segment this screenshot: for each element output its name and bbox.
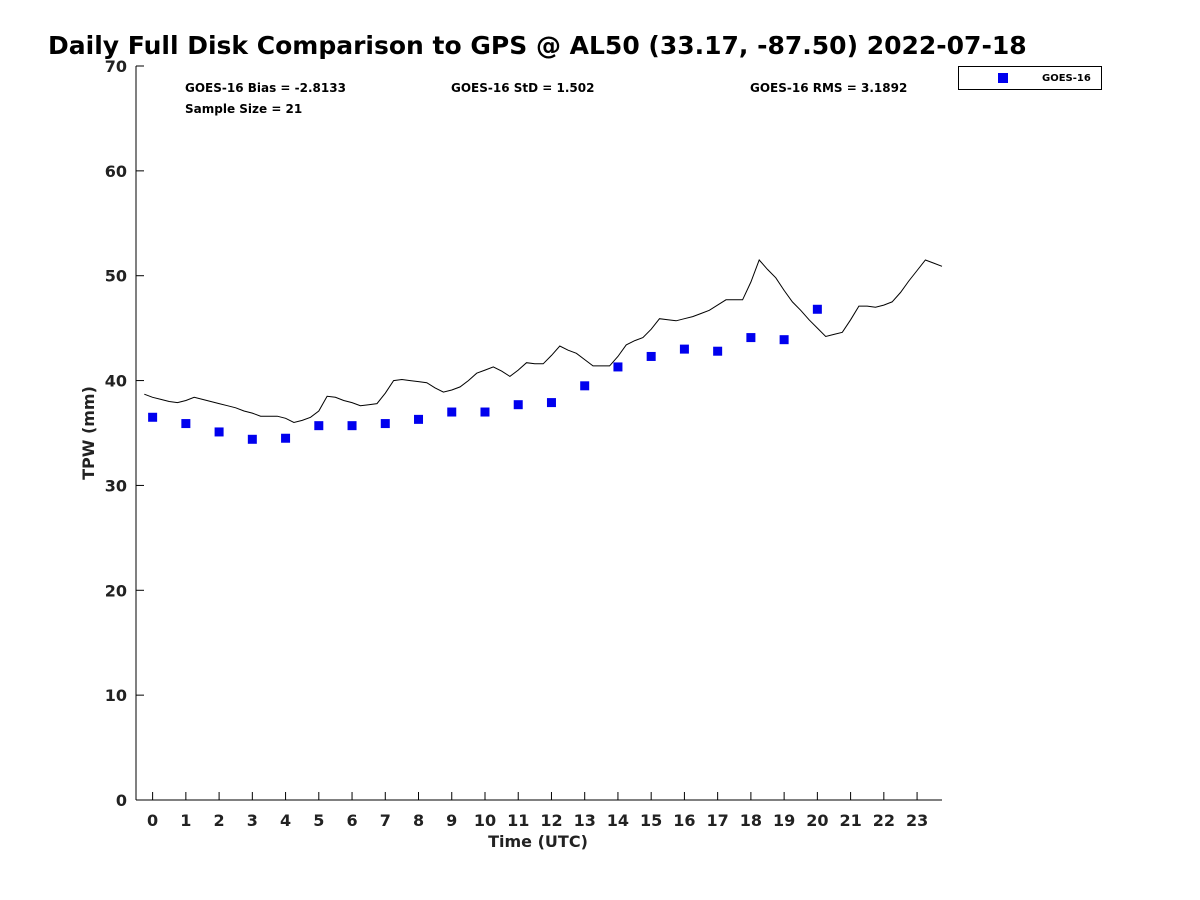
goes16-point [414,414,424,424]
x-tick-label: 19 [773,811,795,830]
x-tick-label: 20 [806,811,828,830]
legend-marker [998,73,1008,83]
x-tick-label: 8 [413,811,424,830]
legend-label-goes16: GOES-16 [1042,73,1091,84]
x-tick-label: 21 [839,811,861,830]
stat-bias: GOES-16 Bias = -2.8133 [185,81,346,95]
x-tick-label: 4 [280,811,291,830]
goes16-point [181,419,191,429]
x-tick-label: 23 [906,811,928,830]
gps-line [144,259,943,424]
x-tick-label: 22 [873,811,895,830]
goes16-point [812,304,822,314]
stat-std: GOES-16 StD = 1.502 [451,81,594,95]
x-tick-label: 12 [540,811,562,830]
goes16-point [314,421,324,431]
goes16-point [546,398,556,408]
x-tick-label: 3 [247,811,258,830]
y-tick-label: 60 [105,162,127,181]
y-axis-label: TPW (mm) [79,386,98,480]
goes16-point [679,344,689,354]
x-tick-label: 10 [474,811,496,830]
stat-rms: GOES-16 RMS = 3.1892 [750,81,907,95]
x-tick-label: 17 [707,811,729,830]
x-tick-label: 1 [180,811,191,830]
x-axis-label: Time (UTC) [488,832,588,851]
y-tick-label: 70 [105,57,127,76]
goes16-point [713,346,723,356]
x-tick-label: 9 [446,811,457,830]
x-tick-label: 6 [346,811,357,830]
goes16-point [347,421,357,431]
stat-sample-size: Sample Size = 21 [185,102,302,116]
goes16-point [380,419,390,429]
x-tick-label: 2 [214,811,225,830]
y-tick-label: 0 [116,791,127,810]
x-tick-label: 18 [740,811,762,830]
x-tick-label: 14 [607,811,629,830]
x-tick-label: 13 [574,811,596,830]
y-tick-label: 10 [105,686,127,705]
y-tick-label: 30 [105,476,127,495]
goes16-point [247,434,257,444]
goes16-point [281,433,291,443]
y-tick-label: 40 [105,372,127,391]
goes16-point [513,400,523,410]
goes16-point [214,427,224,437]
legend: GOES-16 [958,66,1102,90]
goes16-point [646,351,656,361]
y-tick-label: 20 [105,581,127,600]
x-tick-label: 11 [507,811,529,830]
goes16-point [613,362,623,372]
goes16-point [480,407,490,417]
x-tick-label: 16 [673,811,695,830]
legend-box [958,66,1102,90]
goes16-point [148,412,158,422]
goes16-marker-series [148,304,822,444]
goes16-point [779,335,789,345]
x-tick-label: 7 [380,811,391,830]
x-tick-label: 15 [640,811,662,830]
goes16-point [580,381,590,391]
goes16-point [447,407,457,417]
chart-title: Daily Full Disk Comparison to GPS @ AL50… [48,31,1027,60]
y-tick-label: 50 [105,267,127,286]
goes16-point [746,333,756,343]
gps-line-series [144,259,943,424]
x-tick-label: 0 [147,811,158,830]
x-tick-label: 5 [313,811,324,830]
